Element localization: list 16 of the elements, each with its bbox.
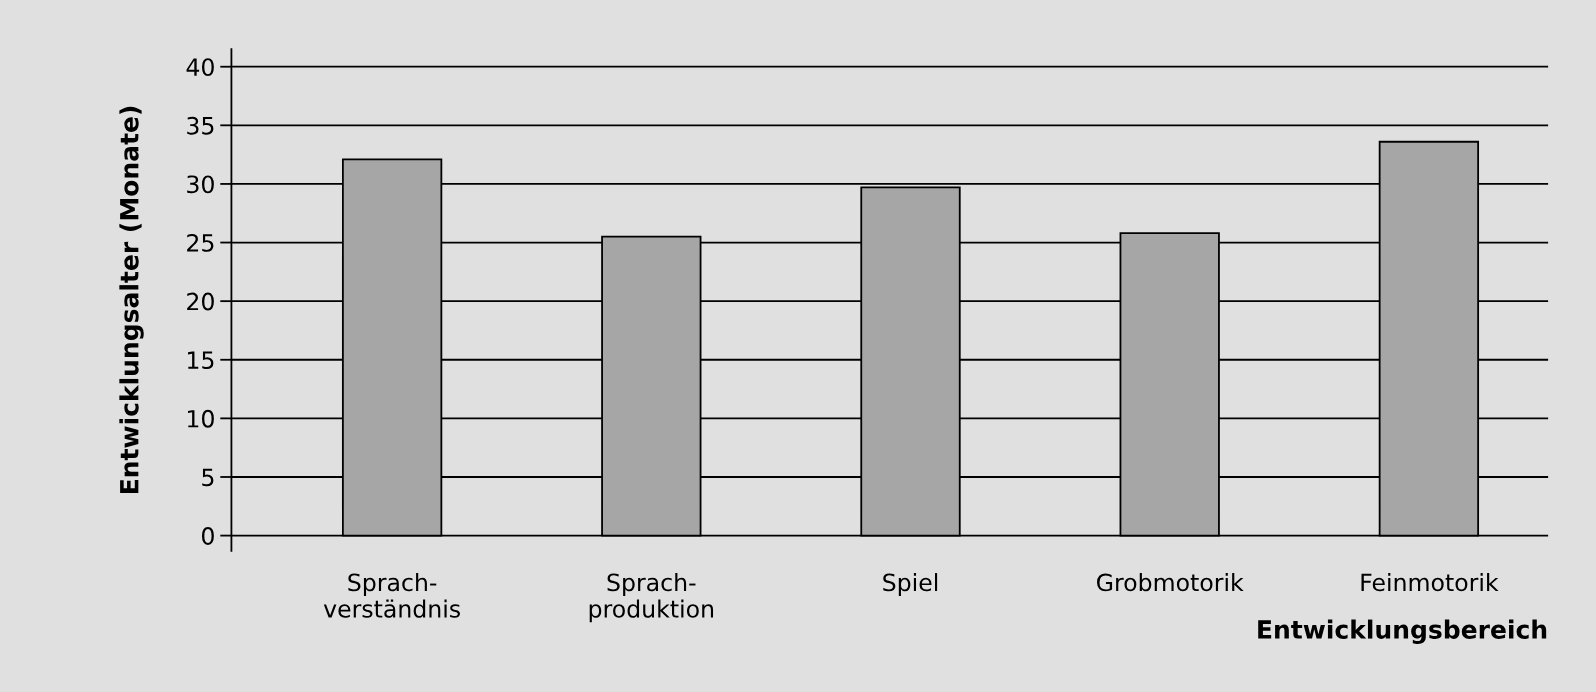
y-tick-label: 0 bbox=[201, 527, 214, 545]
y-axis-title: Entwicklungsalter (Monate) bbox=[119, 106, 144, 494]
y-tick-label: 10 bbox=[188, 409, 214, 428]
y-tick-label: 30 bbox=[187, 175, 214, 194]
x-tick-label: Spiel bbox=[883, 573, 938, 596]
y-tick-label: 40 bbox=[186, 58, 214, 77]
y-tick-label: 5 bbox=[202, 468, 214, 487]
x-axis-title: Entwicklungsbereich bbox=[1258, 619, 1547, 644]
y-tick-label: 35 bbox=[187, 116, 214, 135]
x-tick-label: Sprach- verständnis bbox=[323, 573, 460, 618]
y-tick-label: 20 bbox=[187, 292, 214, 311]
x-tick-label: Feinmotorik bbox=[1361, 573, 1499, 592]
y-tick-label: 15 bbox=[188, 351, 214, 370]
y-tick-label: 25 bbox=[187, 233, 214, 252]
x-tick-label: Grobmotorik bbox=[1097, 573, 1244, 592]
x-tick-label: Sprach- produktion bbox=[589, 573, 714, 623]
